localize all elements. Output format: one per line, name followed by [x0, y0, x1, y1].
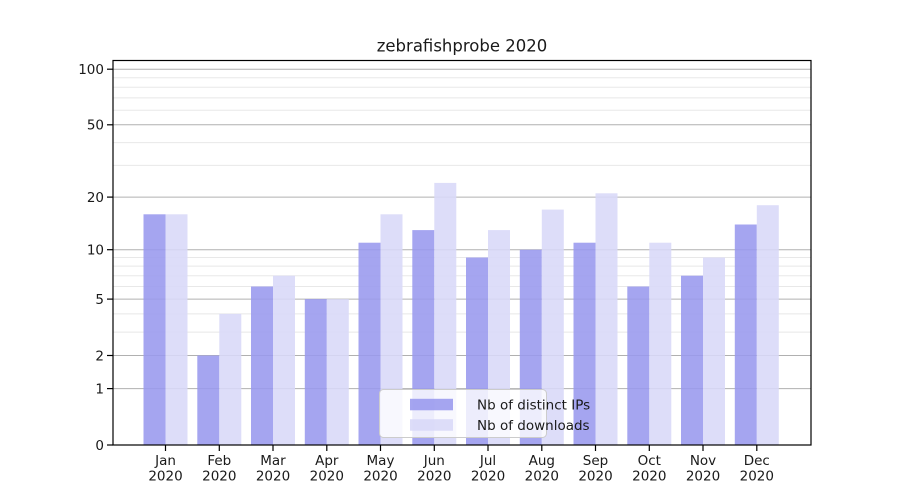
bar-downloads-apr	[326, 299, 349, 445]
bar-downloads-dec	[756, 205, 779, 445]
y-tick-label-10: 10	[87, 243, 104, 259]
bar-downloads-jan	[165, 214, 188, 445]
y-tick-label-20: 20	[87, 190, 104, 206]
bar-downloads-jun	[434, 182, 457, 445]
bar-distinct-ips-feb	[197, 355, 220, 445]
bar-distinct-ips-jan	[143, 214, 166, 445]
x-tick-year-jun: 2020	[417, 469, 451, 485]
x-tick-label-jul: Jul	[479, 453, 496, 469]
x-axis-ticks: Jan2020Feb2020Mar2020Apr2020May2020Jun20…	[148, 445, 774, 485]
x-tick-year-mar: 2020	[256, 469, 290, 485]
y-tick-label-0: 0	[95, 438, 104, 454]
bars	[143, 182, 779, 445]
bar-distinct-ips-apr	[304, 299, 327, 445]
plot-border	[112, 59, 812, 446]
x-tick-year-feb: 2020	[202, 469, 236, 485]
bar-downloads-feb	[219, 313, 242, 445]
legend-label-distinct-ips: Nb of distinct IPs	[477, 398, 590, 414]
y-tick-label-1: 1	[95, 381, 104, 397]
x-tick-year-aug: 2020	[525, 469, 559, 485]
bar-downloads-aug	[541, 209, 564, 445]
x-tick-label-dec: Dec	[744, 453, 770, 469]
bar-distinct-ips-may	[358, 242, 381, 445]
y-axis-ticks: 0 1 2 5 10 20 50 100	[78, 62, 113, 454]
y-tick-label-100: 100	[78, 62, 104, 78]
bar-distinct-ips-oct	[627, 286, 650, 445]
x-tick-label-sep: Sep	[583, 453, 608, 469]
x-tick-label-aug: Aug	[529, 453, 555, 469]
bar-downloads-oct	[649, 242, 672, 445]
x-tick-label-jan: Jan	[154, 453, 176, 469]
bar-downloads-may	[380, 214, 403, 445]
legend-swatch-distinct-ips	[410, 398, 453, 411]
bar-downloads-mar	[273, 275, 295, 445]
x-tick-label-mar: Mar	[260, 453, 286, 469]
x-tick-year-jan: 2020	[148, 469, 182, 485]
x-tick-year-may: 2020	[363, 469, 397, 485]
y-tick-label-50: 50	[87, 118, 104, 134]
bar-distinct-ips-sep	[573, 242, 596, 445]
x-tick-year-apr: 2020	[310, 469, 344, 485]
bar-downloads-nov	[703, 257, 725, 445]
x-tick-label-jun: Jun	[423, 453, 445, 469]
bar-distinct-ips-dec	[734, 224, 757, 445]
legend: Nb of distinct IPs Nb of downloads	[379, 389, 590, 438]
x-tick-label-apr: Apr	[315, 453, 339, 469]
legend-swatch-downloads	[410, 419, 453, 431]
x-tick-year-dec: 2020	[740, 469, 774, 485]
bar-distinct-ips-mar	[251, 286, 273, 445]
x-tick-year-oct: 2020	[632, 469, 666, 485]
x-tick-year-nov: 2020	[686, 469, 720, 485]
bar-distinct-ips-nov	[681, 275, 703, 445]
x-tick-year-sep: 2020	[578, 469, 612, 485]
bar-downloads-sep	[595, 193, 618, 445]
y-tick-label-5: 5	[95, 292, 104, 308]
x-tick-label-feb: Feb	[207, 453, 231, 469]
x-tick-label-may: May	[367, 453, 395, 469]
x-tick-label-oct: Oct	[638, 453, 661, 469]
y-tick-label-2: 2	[95, 348, 104, 364]
x-tick-year-jul: 2020	[471, 469, 505, 485]
x-tick-label-nov: Nov	[690, 453, 716, 469]
legend-label-downloads: Nb of downloads	[477, 418, 590, 434]
chart-title: zebrafishprobe 2020	[377, 37, 547, 56]
